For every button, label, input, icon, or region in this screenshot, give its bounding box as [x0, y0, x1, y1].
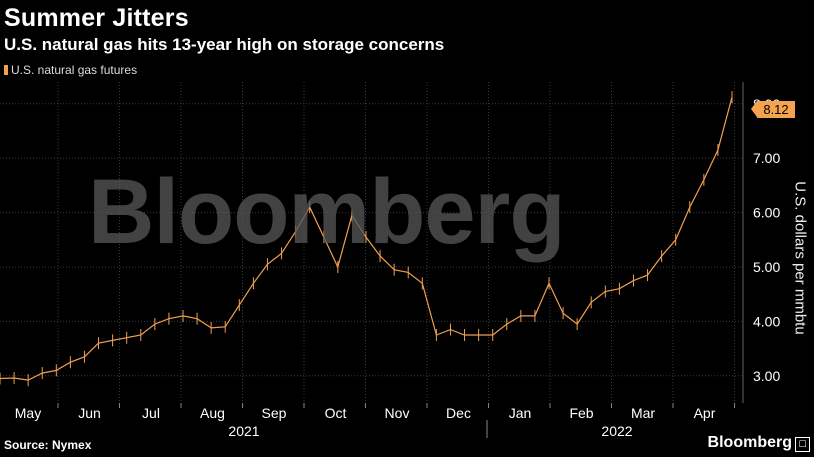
- x-tick-label: Jun: [78, 405, 101, 421]
- x-tick-label: Mar: [631, 405, 655, 421]
- x-tick-label: Nov: [385, 405, 410, 421]
- legend-swatch: [4, 65, 8, 75]
- x-tick-label: Dec: [446, 405, 471, 421]
- chart-title: Summer Jitters: [4, 4, 189, 32]
- source-note: Source: Nymex: [4, 438, 92, 452]
- year-label-2022: 2022: [601, 423, 632, 439]
- y-tick-label: 7.00: [753, 150, 780, 166]
- legend: U.S. natural gas futures: [4, 63, 137, 77]
- bloomberg-logo-icon: ☐: [795, 437, 810, 452]
- y-tick-label: 5.00: [753, 259, 780, 275]
- y-tick-label: 6.00: [753, 205, 780, 221]
- y-tick-label: 3.00: [753, 368, 780, 384]
- last-value-badge: 8.12: [751, 101, 795, 118]
- chart-subtitle: U.S. natural gas hits 13-year high on st…: [4, 35, 445, 54]
- bloomberg-logo: Bloomberg: [707, 434, 792, 451]
- x-tick-label: Apr: [694, 405, 716, 421]
- y-tick-label: 4.00: [753, 313, 780, 329]
- x-tick-label: Jan: [509, 405, 532, 421]
- x-tick-label: May: [15, 405, 41, 421]
- x-tick-label: Feb: [569, 405, 593, 421]
- y-axis-label: U.S. dollars per mmbtu: [791, 181, 809, 335]
- x-tick-label: Jul: [142, 405, 160, 421]
- year-label-2021: 2021: [228, 423, 259, 439]
- x-tick-label: Aug: [200, 405, 225, 421]
- x-tick-label: Oct: [325, 405, 347, 421]
- legend-label: U.S. natural gas futures: [11, 63, 138, 77]
- x-tick-label: Sep: [262, 405, 287, 421]
